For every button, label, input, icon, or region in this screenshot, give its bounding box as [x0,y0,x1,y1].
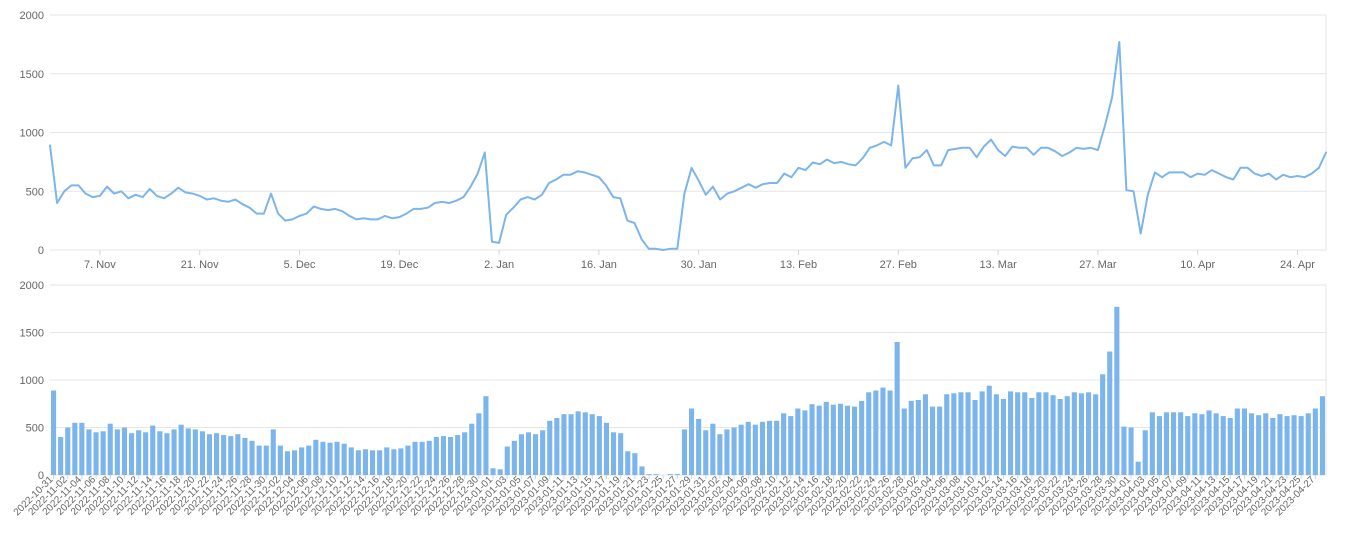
x-tick-label: 10. Apr [1180,259,1215,271]
line-chart-svg[interactable]: 0 500 1000 1500 2000 7. Nov 21. Nov 5. Dec 19. D… [10,10,1341,280]
y-tick-label: 1500 [20,69,44,81]
x-tick-label: 13. Mar [979,259,1017,271]
y-tick-label: 500 [26,186,44,198]
bar-chart: 05001000150020002022-10-312022-11-022022… [10,280,1341,535]
y-tick-label: 2000 [20,280,44,292]
x-tick-label: 2. Jan [484,259,514,271]
x-tick-label: 5. Dec [284,259,316,271]
x-tick-label: 21. Nov [181,259,219,271]
x-tick-label: 13. Feb [780,259,817,271]
line-chart: 0 500 1000 1500 2000 7. Nov 21. Nov 5. Dec 19. D… [10,10,1341,280]
y-tick-label: 500 [26,423,44,435]
x-tick-label: 27. Mar [1079,259,1117,271]
x-tick-label: 19. Dec [380,259,418,271]
x-tick-label: 24. Apr [1280,259,1315,271]
y-tick-label: 1500 [20,328,44,340]
line-series[interactable] [50,42,1326,250]
y-tick-label: 1000 [20,128,44,140]
y-tick-label: 0 [38,245,44,257]
y-tick-label: 2000 [20,10,44,22]
x-tick-label: 16. Jan [581,259,617,271]
y-tick-label: 1000 [20,375,44,387]
bar-chart-svg[interactable]: 05001000150020002022-10-312022-11-022022… [10,280,1341,535]
x-tick-label: 7. Nov [84,259,116,271]
x-tick-label: 27. Feb [880,259,917,271]
x-tick-label: 30. Jan [681,259,717,271]
